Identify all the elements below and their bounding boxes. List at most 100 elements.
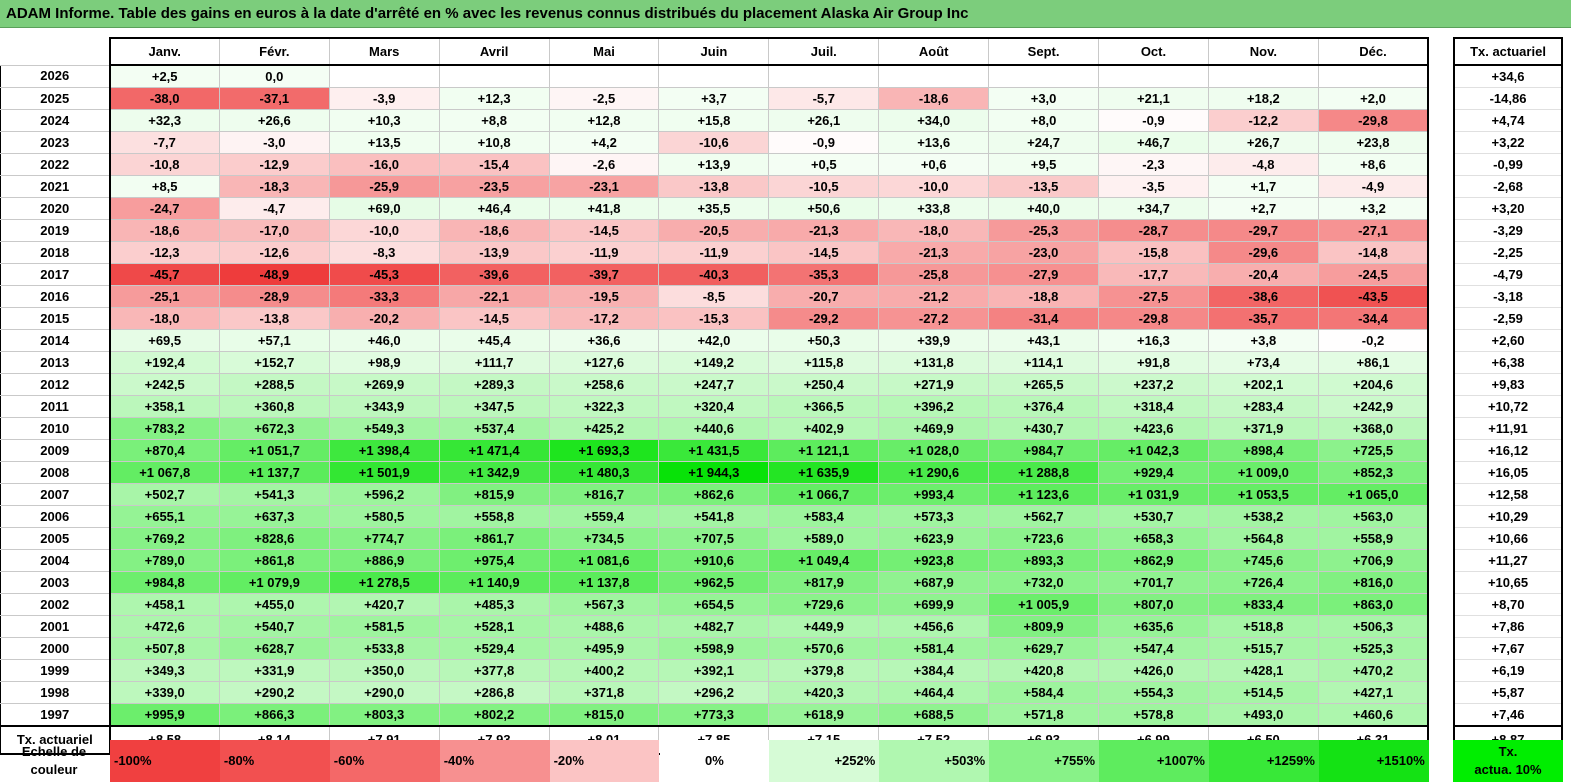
table-row: 2007 +502,7 +541,3 +596,2 +815,9 +816,7 +862,6… — [0, 483, 1430, 506]
gain-cell: +376,4 — [988, 395, 1100, 418]
actuarial-rate-year-cell: -4,79 — [1453, 263, 1563, 286]
gain-cell — [878, 64, 990, 88]
gain-cell: +73,4 — [1207, 351, 1319, 374]
actuarial-rate-year-cell: +7,46 — [1453, 703, 1563, 727]
gain-cell: +202,1 — [1207, 373, 1319, 396]
gain-cell: +816,7 — [548, 483, 660, 506]
year-label: 2021 — [0, 175, 111, 198]
gain-cell: -20,7 — [768, 285, 880, 308]
gain-cell: +258,6 — [548, 373, 660, 396]
actuarial-rate-year-cell: +3,20 — [1453, 197, 1563, 220]
gain-cell: +571,8 — [988, 703, 1100, 727]
gain-cell: +36,6 — [548, 329, 660, 352]
actuarial-rate-year-cell: -2,68 — [1453, 175, 1563, 198]
gain-cell: +581,5 — [328, 615, 440, 638]
table-row: 2014 +69,5 +57,1 +46,0 +45,4 +36,6 +42,0 +50,3 +… — [0, 329, 1430, 352]
gain-cell: +427,1 — [1317, 681, 1430, 704]
gain-cell: +1 501,9 — [328, 461, 440, 484]
gain-cell: +962,5 — [658, 571, 770, 594]
gain-cell: -18,3 — [218, 175, 330, 198]
gain-cell: -39,7 — [548, 263, 660, 286]
color-scale-tx-legend: Tx. actua. 10% — [1453, 740, 1563, 782]
color-scale-step: -20% — [549, 740, 660, 782]
gain-cell: +1 398,4 — [328, 439, 440, 462]
table-row: 1998 +339,0 +290,2 +290,0 +286,8 +371,8 +296,2… — [0, 681, 1430, 704]
gain-cell: +828,6 — [218, 527, 330, 550]
color-scale-step: -100% — [110, 740, 220, 782]
gain-cell: -14,5 — [438, 307, 550, 330]
month-header: Avril — [438, 37, 550, 66]
gain-cell: +816,0 — [1317, 571, 1430, 594]
gain-cell: +371,8 — [548, 681, 660, 704]
gain-cell: +1 065,0 — [1317, 483, 1430, 506]
gain-cell: -18,6 — [878, 87, 990, 110]
month-header: Mars — [328, 37, 440, 66]
gain-cell: -18,0 — [108, 307, 220, 330]
gain-cell: +46,0 — [328, 329, 440, 352]
gain-cell: +598,9 — [658, 637, 770, 660]
actuarial-rate-year-cell: -14,86 — [1453, 87, 1563, 110]
table-row: 2013 +192,4 +152,7 +98,9 +111,7 +127,6 +149,2 +… — [0, 351, 1430, 374]
gain-cell: -35,7 — [1207, 307, 1319, 330]
gain-cell: +559,4 — [548, 505, 660, 528]
gain-cell: +1 067,8 — [108, 461, 220, 484]
gain-cell: +242,5 — [108, 373, 220, 396]
gain-cell: -25,8 — [878, 263, 990, 286]
gain-cell: -10,0 — [878, 175, 990, 198]
month-header: Oct. — [1098, 37, 1209, 66]
gain-cell: +204,6 — [1317, 373, 1430, 396]
gain-cell: -40,3 — [658, 263, 770, 286]
gain-cell: +734,5 — [548, 527, 660, 550]
gain-cell: -18,8 — [988, 285, 1100, 308]
gain-cell: -25,9 — [328, 175, 440, 198]
gain-cell: +402,9 — [768, 417, 880, 440]
gain-cell: -18,6 — [108, 219, 220, 242]
gain-cell: +0,5 — [768, 153, 880, 176]
gain-cell: +815,0 — [548, 703, 660, 727]
gain-cell: +1 005,9 — [988, 593, 1100, 616]
gain-cell: +729,6 — [768, 593, 880, 616]
gain-cell: +350,0 — [328, 659, 440, 682]
gain-cell: -25,3 — [988, 219, 1100, 242]
gain-cell: -31,4 — [988, 307, 1100, 330]
gain-cell: +152,7 — [218, 351, 330, 374]
gain-cell: -10,0 — [328, 219, 440, 242]
actuarial-rate-year-cell: +16,05 — [1453, 461, 1563, 484]
gain-cell: +469,9 — [878, 417, 990, 440]
gain-cell: -3,5 — [1098, 175, 1209, 198]
gain-cell: +426,0 — [1098, 659, 1209, 682]
gain-cell: +15,8 — [658, 109, 770, 132]
table-row: 2021 +8,5 -18,3 -25,9 -23,5 -23,1 -13,8 -10,5 -1… — [0, 175, 1430, 198]
gain-cell: +1 278,5 — [328, 571, 440, 594]
gain-cell: -0,2 — [1317, 329, 1430, 352]
table-row: 2006 +655,1 +637,3 +580,5 +558,8 +559,4 +541,8… — [0, 505, 1430, 528]
year-label: 2013 — [0, 351, 111, 374]
gain-cell: +470,2 — [1317, 659, 1430, 682]
gain-cell: +8,5 — [108, 175, 220, 198]
gain-cell: +923,8 — [878, 549, 990, 572]
gain-cell: -12,3 — [108, 241, 220, 264]
gain-cell: -29,8 — [1098, 307, 1209, 330]
gain-cell: +24,7 — [988, 131, 1100, 154]
gain-cell: +2,7 — [1207, 197, 1319, 220]
actuarial-rate-year-cell: +10,66 — [1453, 527, 1563, 550]
gain-cell: +1 079,9 — [218, 571, 330, 594]
gain-cell: -38,0 — [108, 87, 220, 110]
gain-cell: +893,3 — [988, 549, 1100, 572]
gain-cell: +1 693,3 — [548, 439, 660, 462]
gain-cell: -29,2 — [768, 307, 880, 330]
gain-cell: -11,9 — [548, 241, 660, 264]
gain-cell: +242,9 — [1317, 395, 1430, 418]
gain-cell: +929,4 — [1098, 461, 1209, 484]
gain-cell: +529,4 — [438, 637, 550, 660]
actuarial-rate-year-cell: +2,60 — [1453, 329, 1563, 352]
gain-cell: +358,1 — [108, 395, 220, 418]
gain-cell: +1 123,6 — [988, 483, 1100, 506]
gain-cell: +32,3 — [108, 109, 220, 132]
month-header: Juin — [658, 37, 770, 66]
year-label: 2000 — [0, 637, 111, 660]
gain-cell: +537,4 — [438, 417, 550, 440]
gain-cell: +455,0 — [218, 593, 330, 616]
gain-cell: +1 009,0 — [1207, 461, 1319, 484]
gain-cell: -35,3 — [768, 263, 880, 286]
